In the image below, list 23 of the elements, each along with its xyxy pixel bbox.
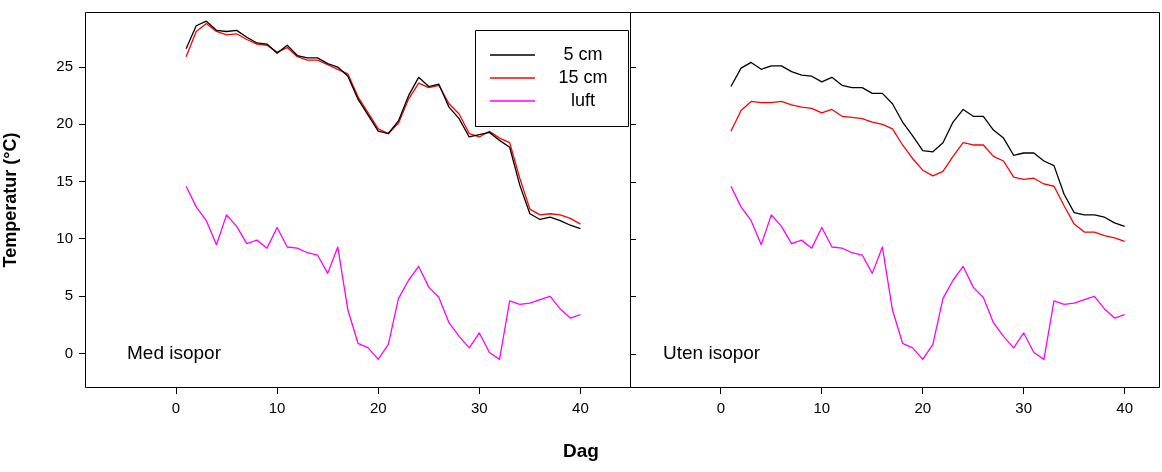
annotation: Uten isopor xyxy=(663,341,761,363)
x-tick-label: 10 xyxy=(268,399,286,417)
x-tick-label: 20 xyxy=(914,399,932,417)
y-tick-label: 15 xyxy=(56,171,73,189)
x-tick-label: 0 xyxy=(716,399,726,417)
legend-label: 5 cm xyxy=(563,43,603,64)
x-tick-label: 40 xyxy=(572,399,589,417)
x-tick-label: 20 xyxy=(369,399,387,417)
y-tick-label: 5 xyxy=(64,286,73,304)
x-axis-title: Dag xyxy=(562,440,600,462)
y-axis-title: Temperatur (°C) xyxy=(0,132,20,268)
y-tick-label: 10 xyxy=(56,229,73,247)
y-tick-label: 20 xyxy=(56,114,73,132)
x-tick-label: 30 xyxy=(1015,399,1033,417)
x-tick-label: 10 xyxy=(813,399,831,417)
y-tick-label: 0 xyxy=(64,343,73,361)
x-tick-label: 30 xyxy=(470,399,488,417)
x-tick-label: 40 xyxy=(1116,399,1134,417)
legend-label: 15 cm xyxy=(558,66,608,87)
annotation: Med isopor xyxy=(127,341,222,363)
legend-label: luft xyxy=(570,89,596,110)
y-tick-label: 25 xyxy=(56,57,73,75)
x-tick-label: 0 xyxy=(171,399,181,417)
